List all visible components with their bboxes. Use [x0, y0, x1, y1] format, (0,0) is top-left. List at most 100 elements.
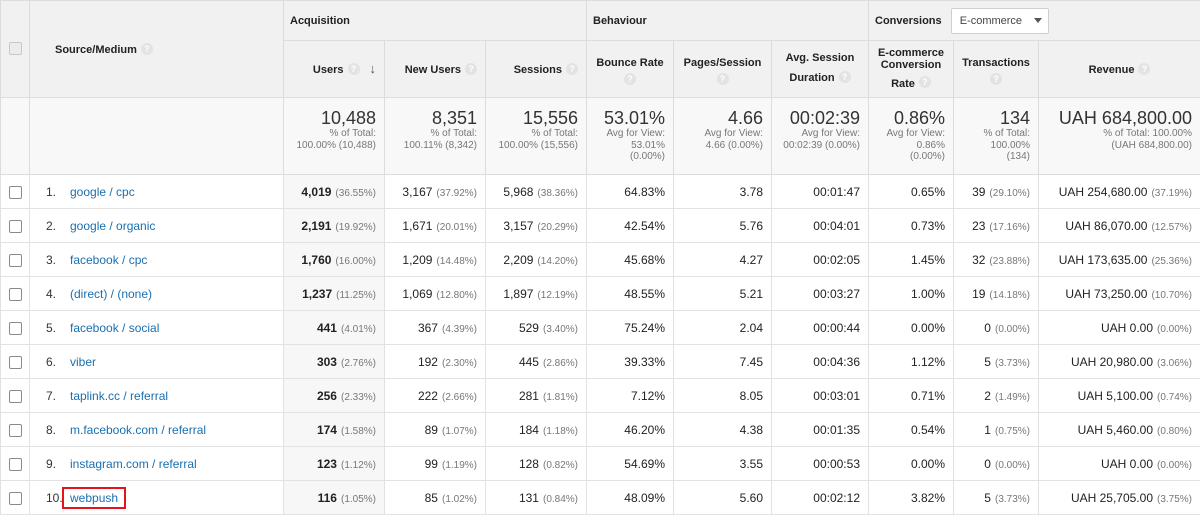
ecr-cell: 0.73% [868, 208, 954, 243]
revenue-percent: (3.06%) [1157, 357, 1193, 369]
behaviour-group: Behaviour [586, 0, 869, 41]
caret-down-icon [1034, 18, 1043, 24]
sessions-percent: (20.29%) [537, 221, 578, 233]
row-checkbox[interactable] [8, 423, 22, 437]
bounce-rate-total-value: 53.01% [603, 108, 665, 128]
row-checkbox[interactable] [8, 491, 22, 505]
source-medium-link[interactable]: facebook / cpc [70, 252, 148, 267]
source-medium-link[interactable]: instagram.com / referral [70, 456, 197, 471]
help-icon[interactable]: ? [624, 73, 636, 85]
source-wrap: taplink.cc / referral [70, 389, 168, 403]
bounce-rate-cell: 48.09% [586, 480, 674, 515]
help-icon[interactable]: ? [716, 73, 729, 85]
row-checkbox[interactable] [8, 389, 22, 403]
row-checkbox[interactable] [8, 253, 22, 267]
table-row[interactable]: 7. taplink.cc / referral 256 (2.33%) 222 (2… [0, 378, 1200, 413]
new-users-value: 3,167 [402, 184, 433, 199]
new-users-percent: (12.80%) [436, 289, 477, 301]
help-icon[interactable]: ? [347, 62, 360, 75]
row-checkbox[interactable] [8, 321, 22, 335]
help-icon[interactable]: ? [990, 73, 1002, 85]
new-users-header[interactable]: New Users? [384, 40, 486, 98]
revenue-percent: (12.57%) [1151, 221, 1193, 233]
pages-session-header[interactable]: Pages/Session? [673, 40, 772, 98]
pages-session-cell: 4.38 [673, 412, 772, 447]
ecommerce-conversion-rate-header[interactable]: E-commerce Conversion Rate? [868, 40, 954, 98]
revenue-total-value: UAH 684,800.00 [1058, 108, 1193, 128]
transactions-value: 2 [984, 388, 991, 403]
source-medium-link[interactable]: (direct) / (none) [70, 286, 153, 301]
source-medium-link[interactable]: google / cpc [70, 184, 135, 199]
new-users-value: 85 [424, 490, 438, 505]
users-value: 2,191 [301, 218, 332, 233]
source-wrap: m.facebook.com / referral [70, 423, 206, 437]
sort-arrow-icon[interactable]: ↓ [369, 61, 377, 77]
ecr-total-caption: Avg for View: [886, 128, 945, 139]
table-row[interactable]: 2. google / organic 2,191 (19.92%) 1,671 (2… [0, 208, 1200, 243]
new-users-value: 222 [417, 388, 438, 403]
source-medium-link[interactable]: webpush [70, 490, 119, 505]
table-row[interactable]: 6. viber 303 (2.76%) 192 (2.30%) 445 (2.86%)… [0, 344, 1200, 379]
users-header[interactable]: Users? ↓ [283, 40, 385, 98]
bounce-rate-value: 46.20% [624, 422, 665, 437]
source-medium-link[interactable]: google / organic [70, 218, 156, 233]
source-medium-header[interactable]: Source/Medium? [29, 0, 284, 98]
conversions-dropdown[interactable]: E-commerce [950, 7, 1050, 34]
table-row[interactable]: 9. instagram.com / referral 123 (1.12%) 99… [0, 446, 1200, 481]
transactions-value: 0 [984, 456, 991, 471]
help-icon[interactable]: ? [838, 70, 851, 83]
ecr-cell: 0.00% [868, 310, 954, 345]
select-all-checkbox[interactable] [8, 42, 22, 56]
help-icon[interactable]: ? [465, 62, 477, 75]
pages-session-label: Pages/Session [683, 57, 762, 69]
table-row[interactable]: 5. facebook / social 441 (4.01%) 367 (4.39%… [0, 310, 1200, 345]
source-medium-link[interactable]: taplink.cc / referral [70, 388, 169, 403]
users-percent: (2.76%) [340, 357, 376, 369]
users-cell: 2,191 (19.92%) [283, 208, 385, 243]
bounce-rate-cell: 45.68% [586, 242, 674, 277]
source-medium-cell: 7. taplink.cc / referral [29, 378, 284, 413]
help-icon[interactable]: ? [566, 62, 578, 75]
sessions-header[interactable]: Sessions? [485, 40, 587, 98]
row-checkbox[interactable] [8, 287, 22, 301]
row-checkbox[interactable] [8, 355, 22, 369]
source-wrap: google / organic [70, 219, 155, 233]
pages-session-value: 3.78 [739, 184, 763, 199]
transactions-total-caption: % of Total: [983, 128, 1030, 139]
help-icon[interactable]: ? [1138, 62, 1151, 75]
source-medium-link[interactable]: m.facebook.com / referral [70, 422, 207, 437]
transactions-header[interactable]: Transactions? [953, 40, 1039, 98]
source-medium-link[interactable]: facebook / social [70, 320, 160, 335]
row-index: 9. [46, 456, 57, 471]
row-checkbox[interactable] [8, 185, 22, 199]
new-users-total-value: 8,351 [431, 108, 477, 128]
ecr-value: 1.12% [910, 354, 945, 369]
transactions-cell: 1 (0.75%) [953, 412, 1039, 447]
source-wrap: facebook / cpc [70, 253, 147, 267]
ecr-cell: 1.00% [868, 276, 954, 311]
sessions-value: 281 [518, 388, 539, 403]
sessions-value: 5,968 [503, 184, 534, 199]
avg-session-duration-header[interactable]: Avg. Session Duration? [771, 40, 869, 98]
source-medium-link[interactable]: viber [70, 354, 97, 369]
help-icon[interactable]: ? [918, 76, 931, 89]
table-row[interactable]: 10. webpush 116 (1.05%) 85 (1.02%) 131 (0.84… [0, 480, 1200, 515]
row-checkbox-cell [0, 378, 30, 413]
table-row[interactable]: 1. google / cpc 4,019 (36.55%) 3,167 (37.92… [0, 174, 1200, 209]
avg-session-cell: 00:00:53 [771, 446, 869, 481]
revenue-header[interactable]: Revenue? [1037, 40, 1200, 98]
transactions-percent: (23.88%) [989, 255, 1030, 267]
bounce-rate-header[interactable]: Bounce Rate? [586, 40, 674, 98]
revenue-total: UAH 684,800.00 % of Total: 100.00% (UAH … [1037, 97, 1200, 175]
totals-row: 10,488 % of Total: 100.00% (10,488) 8,35… [0, 97, 1200, 175]
table-row[interactable]: 4. (direct) / (none) 1,237 (11.25%) 1,069(… [0, 276, 1200, 311]
ecr-cell: 0.00% [868, 446, 954, 481]
new-users-percent: (2.30%) [441, 357, 477, 369]
ecr-total-value: 0.86% [893, 108, 945, 128]
help-icon[interactable]: ? [140, 42, 153, 55]
table-row[interactable]: 8. m.facebook.com / referral 174 (1.58%) 8… [0, 412, 1200, 447]
table-row[interactable]: 3. facebook / cpc 1,760 (16.00%) 1,209 (14.… [0, 242, 1200, 277]
row-checkbox[interactable] [8, 219, 22, 233]
transactions-percent: (29.10%) [989, 187, 1030, 199]
row-checkbox[interactable] [8, 457, 22, 471]
